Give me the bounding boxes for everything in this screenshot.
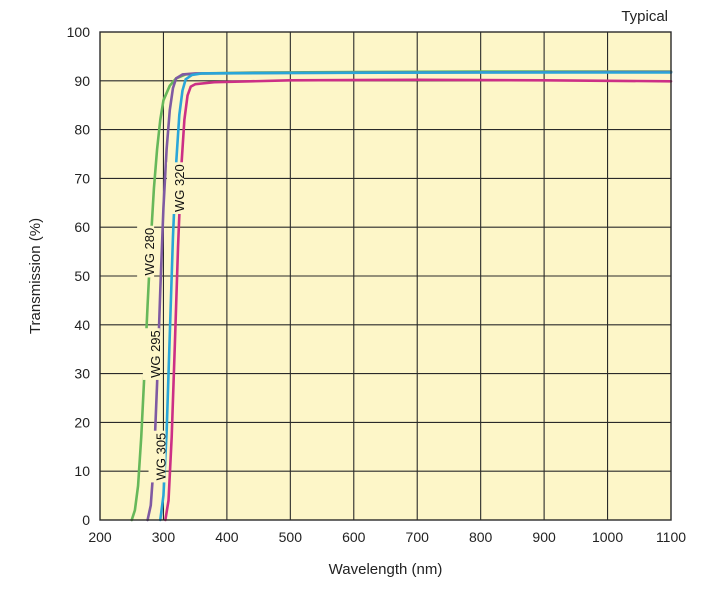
y-tick-label: 40 <box>74 317 90 333</box>
grid-layer <box>100 32 671 520</box>
series-label-wg-305: WG 305 <box>148 430 169 483</box>
series-line-wg-320 <box>164 78 673 522</box>
x-tick-label: 1100 <box>656 529 686 545</box>
x-tick-label: 500 <box>279 529 303 545</box>
x-tick-label: 200 <box>88 529 112 545</box>
x-axis-ticks: 200 300 400 500 600 700 800 900 1000 1100 <box>88 529 686 545</box>
y-tick-label: 80 <box>74 122 90 138</box>
y-tick-label: 70 <box>74 170 90 186</box>
series-label-background <box>148 430 166 483</box>
x-tick-label: 700 <box>406 529 430 545</box>
x-tick-label: 600 <box>342 529 366 545</box>
series-label-background <box>142 328 160 380</box>
x-tick-label: 800 <box>469 529 493 545</box>
y-tick-label: 30 <box>74 366 90 382</box>
y-axis-ticks: 0 10 20 30 40 50 60 70 80 90 100 <box>67 24 91 528</box>
plot-border <box>99 31 672 521</box>
series-label-wg-280: WG 280 <box>137 225 157 278</box>
x-tick-label: 900 <box>532 529 556 545</box>
y-tick-label: 90 <box>74 73 90 89</box>
x-tick-label: 400 <box>215 529 239 545</box>
y-axis-title: Transmission (%) <box>27 218 44 334</box>
x-tick-label: 300 <box>152 529 176 545</box>
series-label-text: WG 280 <box>142 228 157 276</box>
series-label-wg-320: WG 320 <box>166 162 187 215</box>
y-tick-label: 10 <box>74 463 90 479</box>
series-label-wg-295: WG 295 <box>142 328 163 380</box>
y-tick-label: 50 <box>74 268 90 284</box>
y-tick-label: 100 <box>67 24 91 40</box>
series-line-wg-305 <box>158 71 673 522</box>
series-label-background <box>137 225 155 278</box>
y-tick-label: 20 <box>74 414 90 430</box>
series-label-text: WG 320 <box>172 164 187 212</box>
series-label-text: WG 295 <box>148 330 163 378</box>
x-tick-label: 1000 <box>592 529 623 545</box>
x-axis-title: Wavelength (nm) <box>329 561 443 578</box>
y-tick-label: 60 <box>74 219 90 235</box>
series-labels: WG 280 WG 295 WG 305 WG 320 <box>137 162 187 483</box>
corner-note: Typical <box>621 8 668 25</box>
series-label-background <box>166 162 184 215</box>
series-label-text: WG 305 <box>154 433 169 481</box>
y-tick-label: 0 <box>82 512 90 528</box>
